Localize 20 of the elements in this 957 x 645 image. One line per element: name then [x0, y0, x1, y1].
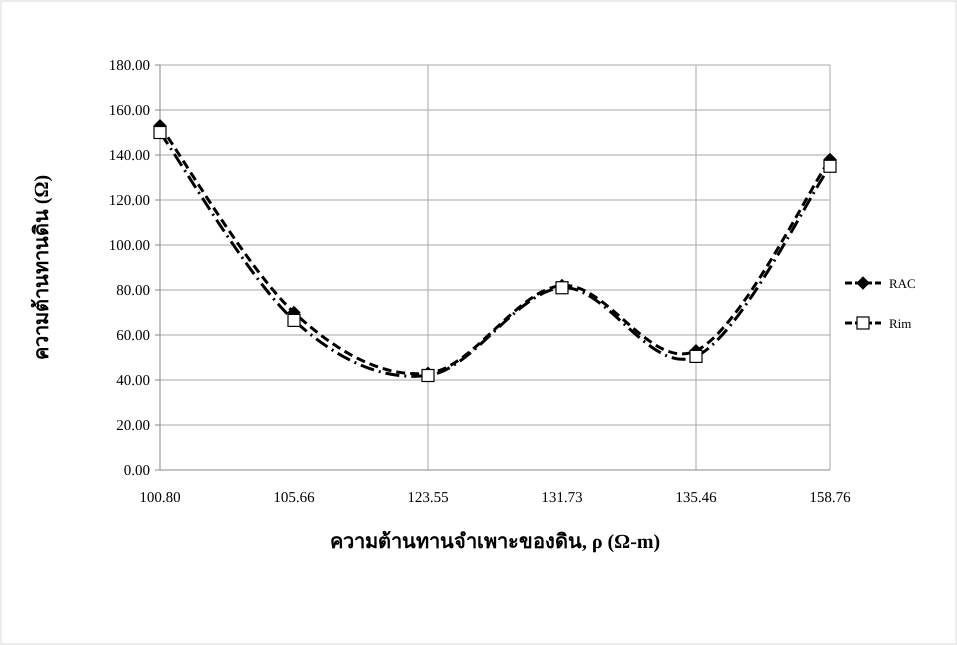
legend-label: Rim: [889, 316, 912, 331]
y-tick-label: 0.00: [124, 463, 150, 479]
y-tick-label: 140.00: [108, 148, 150, 164]
x-tick-label: 123.55: [407, 490, 449, 506]
x-tick-label: 131.73: [541, 490, 583, 506]
y-axis-title: ความต้านทานดิน (Ω): [30, 174, 53, 360]
y-tick-label: 40.00: [116, 373, 150, 389]
y-tick-label: 20.00: [116, 418, 150, 434]
y-tick-label: 60.00: [116, 328, 150, 344]
y-tick-label: 120.00: [108, 193, 150, 209]
y-tick-label: 100.00: [108, 238, 150, 254]
x-tick-label: 135.46: [675, 490, 718, 506]
x-tick-label: 105.66: [273, 490, 316, 506]
y-tick-label: 160.00: [108, 103, 150, 119]
x-tick-label: 100.80: [139, 490, 181, 506]
x-axis-title: ความต้านทานจำเพาะของดิน, ρ (Ω-m): [330, 530, 660, 553]
y-tick-label: 80.00: [116, 283, 150, 299]
x-tick-label: 158.76: [809, 490, 852, 506]
legend-label: RAC: [889, 276, 916, 291]
y-tick-label: 180.00: [108, 58, 150, 74]
